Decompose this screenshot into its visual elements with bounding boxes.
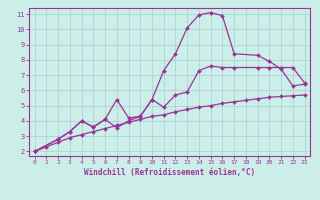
X-axis label: Windchill (Refroidissement éolien,°C): Windchill (Refroidissement éolien,°C) xyxy=(84,168,255,177)
